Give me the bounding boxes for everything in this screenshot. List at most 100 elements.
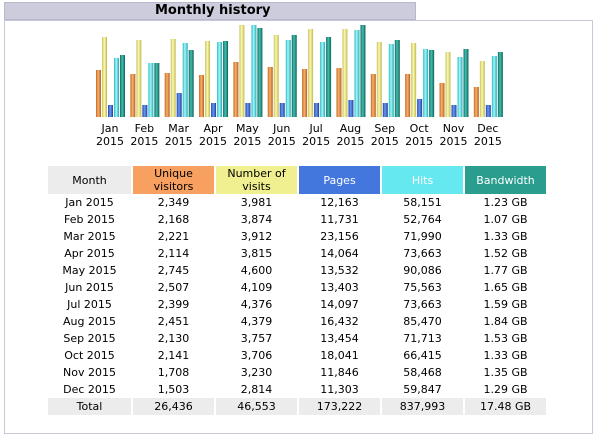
cell-month: Aug 2015	[63, 315, 116, 328]
table-row: Apr 2015 2,114 3,815 14,064 73,663 1.52 GB	[48, 245, 546, 262]
month-label-year: 2015	[473, 135, 502, 148]
visitors-bar	[302, 69, 308, 117]
cell-pages: 23,156	[320, 230, 359, 243]
pages-bar	[142, 105, 148, 117]
monthly-stats-table: Month Unique visitors Number of visits P…	[46, 166, 548, 415]
month-label: Nov 2015	[430, 122, 478, 148]
cell-hits: 71,990	[403, 230, 442, 243]
cell-hits: 85,470	[403, 315, 442, 328]
cell-unique-visitors: 2,221	[157, 230, 190, 243]
total-month: Total	[48, 398, 131, 415]
cell-hits: 73,663	[403, 247, 442, 260]
bandwidth-bar	[188, 50, 194, 117]
visits-bar	[445, 52, 451, 117]
pages-bar	[314, 103, 320, 117]
bandwidth-bar	[257, 28, 263, 117]
cell-month: May 2015	[62, 264, 117, 277]
month-label-name: Mar	[168, 122, 190, 135]
hits-bar	[285, 40, 291, 117]
cell-hits: 58,151	[403, 196, 442, 209]
table-row: Mar 2015 2,221 3,912 23,156 71,990 1.33 GB	[48, 228, 546, 245]
visits-bar	[479, 61, 485, 117]
hits-bar	[320, 42, 326, 117]
bandwidth-bar	[326, 37, 332, 117]
month-label: Feb 2015	[120, 122, 168, 148]
visitors-bar	[130, 74, 136, 117]
table-row: Nov 2015 1,708 3,230 11,846 58,468 1.35 GB	[48, 364, 546, 381]
cell-hits: 71,713	[403, 332, 442, 345]
cell-unique-visitors: 1,708	[157, 366, 190, 379]
cell-unique-visitors: 2,141	[157, 349, 190, 362]
visits-bar	[239, 25, 245, 117]
month-label-year: 2015	[130, 135, 159, 148]
bandwidth-bar	[360, 25, 366, 117]
cell-hits: 58,468	[403, 366, 442, 379]
visitors-bar	[164, 73, 170, 117]
total-unique-visitors: 26,436	[133, 398, 214, 415]
hits-bar	[354, 30, 360, 117]
cell-visits: 3,981	[240, 196, 273, 209]
cell-pages: 11,731	[320, 213, 359, 226]
cell-visits: 3,874	[240, 213, 273, 226]
month-label: Sep 2015	[361, 122, 409, 148]
month-label: Dec 2015	[464, 122, 512, 148]
visits-bar	[170, 39, 176, 117]
cell-month: Nov 2015	[63, 366, 116, 379]
total-visits: 46,553	[216, 398, 297, 415]
cell-pages: 11,303	[320, 383, 359, 396]
month-label-year: 2015	[233, 135, 262, 148]
hits-bar	[251, 25, 257, 117]
visits-bar	[273, 35, 279, 117]
col-month-header: Month	[48, 166, 131, 194]
visitors-bar	[233, 62, 239, 117]
month-label: Jun 2015	[258, 122, 306, 148]
month-label-year: 2015	[336, 135, 365, 148]
section-title: Monthly history	[4, 2, 416, 20]
col-bandwidth-header: Bandwidth	[465, 166, 546, 194]
month-label-name: May	[236, 122, 259, 135]
month-label-name: Feb	[134, 122, 155, 135]
visitors-bar	[405, 74, 411, 117]
month-label: Apr 2015	[189, 122, 237, 148]
cell-visits: 4,600	[240, 264, 273, 277]
cell-unique-visitors: 2,451	[157, 315, 190, 328]
table-row: Sep 2015 2,130 3,757 13,454 71,713 1.53 GB	[48, 330, 546, 347]
cell-unique-visitors: 2,399	[157, 298, 190, 311]
hits-bar	[148, 63, 154, 117]
cell-bandwidth: 1.53 GB	[483, 332, 528, 345]
monthly-history-chart	[96, 25, 503, 117]
month-label-year: 2015	[370, 135, 399, 148]
month-label-year: 2015	[405, 135, 434, 148]
cell-pages: 18,041	[320, 349, 359, 362]
pages-bar	[382, 103, 388, 117]
cell-unique-visitors: 1,503	[157, 383, 190, 396]
bandwidth-bar	[291, 35, 297, 117]
visitors-bar	[473, 87, 479, 117]
pages-bar	[417, 99, 423, 117]
pages-bar	[485, 105, 491, 117]
visits-bar	[102, 37, 107, 117]
month-label: Jan 2015	[86, 122, 134, 148]
cell-bandwidth: 1.59 GB	[483, 298, 528, 311]
total-hits: 837,993	[382, 398, 463, 415]
visitors-bar	[370, 74, 376, 117]
total-pages: 173,222	[299, 398, 380, 415]
month-label-year: 2015	[302, 135, 331, 148]
month-label-name: Apr	[203, 122, 223, 135]
bandwidth-bar	[497, 52, 503, 117]
month-label-name: Dec	[477, 122, 499, 135]
cell-hits: 90,086	[403, 264, 442, 277]
month-label-name: Oct	[409, 122, 429, 135]
visits-bar	[376, 42, 382, 117]
hits-bar	[217, 42, 223, 117]
cell-month: Oct 2015	[64, 349, 115, 362]
cell-hits: 52,764	[403, 213, 442, 226]
cell-hits: 59,847	[403, 383, 442, 396]
pages-bar	[279, 103, 285, 117]
pages-bar	[108, 105, 113, 117]
cell-pages: 13,454	[320, 332, 359, 345]
visitors-bar	[96, 70, 101, 117]
cell-pages: 14,064	[320, 247, 359, 260]
pages-bar	[451, 105, 457, 117]
bandwidth-bar	[463, 49, 469, 117]
